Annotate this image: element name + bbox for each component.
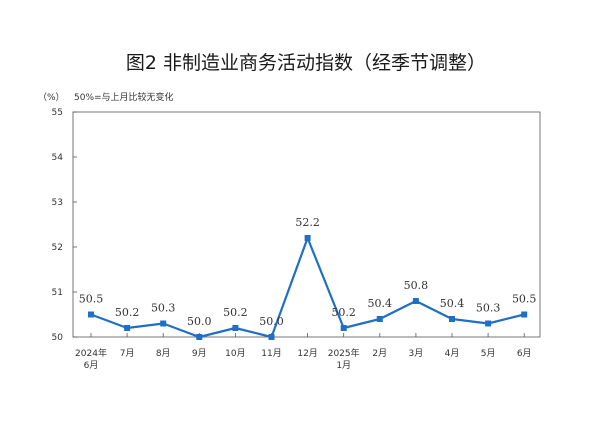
plot-area-frame xyxy=(72,111,541,338)
x-tick-label: 5月 xyxy=(481,348,496,359)
data-point-marker xyxy=(340,325,347,331)
y-tick-label: 50 xyxy=(52,333,64,343)
data-label: 50.2 xyxy=(331,306,356,319)
data-point-marker xyxy=(232,325,239,331)
data-label: 50.0 xyxy=(187,315,212,328)
data-point-marker xyxy=(376,316,383,322)
data-label: 50.2 xyxy=(115,306,140,319)
y-tick-label: 55 xyxy=(52,108,63,118)
data-point-marker xyxy=(449,316,455,322)
data-label: 50.5 xyxy=(79,293,104,306)
data-label: 50.2 xyxy=(223,306,248,319)
data-label: 50.3 xyxy=(151,302,176,315)
x-tick-label: 2025年 xyxy=(328,347,360,359)
data-point-marker xyxy=(485,320,492,327)
x-tick-label: 8月 xyxy=(156,348,171,359)
data-label: 52.2 xyxy=(295,216,320,229)
y-tick-label: 54 xyxy=(52,153,64,163)
data-point-marker xyxy=(160,320,167,327)
data-label: 50.8 xyxy=(404,279,429,292)
x-tick-label: 4月 xyxy=(445,348,460,359)
y-tick-label: 51 xyxy=(52,288,63,298)
x-tick-label: 1月 xyxy=(336,360,351,371)
x-tick-label: 3月 xyxy=(409,348,424,359)
data-label: 50.4 xyxy=(440,297,465,310)
data-point-marker xyxy=(268,334,275,340)
series-line-group xyxy=(88,235,528,340)
data-point-marker xyxy=(88,311,94,318)
x-tick-label: 6月 xyxy=(517,348,532,359)
data-label: 50.0 xyxy=(259,315,284,328)
data-point-marker xyxy=(412,298,419,304)
y-tick-label: 53 xyxy=(52,198,63,208)
data-label: 50.5 xyxy=(512,293,537,306)
y-axis: 50 51 52 53 54 55 xyxy=(52,108,77,343)
baseline-note: 50%=与上月比较无变化 xyxy=(74,93,174,103)
y-unit-label: （%） xyxy=(38,93,65,103)
chart-title: 图2 非制造业商务活动指数（经季节调整） xyxy=(125,52,487,74)
series-line xyxy=(90,236,525,339)
y-tick-label: 52 xyxy=(52,243,63,253)
data-point-marker xyxy=(196,334,203,340)
data-point-marker xyxy=(304,235,311,241)
x-tick-label: 12月 xyxy=(297,348,317,359)
x-tick-label: 11月 xyxy=(261,348,281,359)
data-labels-group: 50.5 50.2 50.3 50.0 50.2 50.0 52.2 50.2 50.4 50.8… xyxy=(79,216,537,328)
x-tick-label: 9月 xyxy=(192,348,207,359)
x-tick-label: 6月 xyxy=(84,360,99,371)
data-label: 50.3 xyxy=(476,302,501,315)
x-tick-label: 7月 xyxy=(120,348,135,359)
data-label: 50.4 xyxy=(368,297,393,310)
data-point-marker xyxy=(521,311,528,318)
x-tick-label: 10月 xyxy=(225,348,245,359)
x-tick-label: 2月 xyxy=(372,348,387,359)
data-point-marker xyxy=(124,325,131,331)
x-tick-label: 2024年 xyxy=(75,347,107,359)
